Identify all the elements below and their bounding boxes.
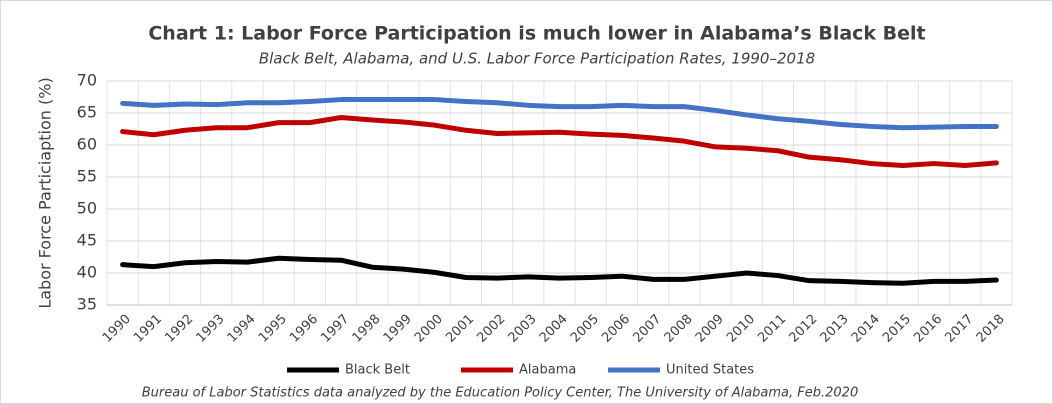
legend-label: United States [666,363,754,378]
series-line [120,97,999,131]
y-axis-label: Labor Force Particiaption (%) [36,77,55,308]
series-line [120,114,999,168]
legend-label: Black Belt [345,363,410,378]
series-line [120,255,999,286]
y-tick-label: 70 [77,71,97,90]
y-tick-label: 45 [77,231,97,250]
y-tick-label: 65 [77,103,97,122]
y-tick-label: 40 [77,263,97,282]
y-tick-label: 50 [77,199,97,218]
legend-label: Alabama [519,363,576,378]
source-note: Bureau of Labor Statistics data analyzed… [142,386,858,401]
chart-title: Chart 1: Labor Force Participation is mu… [148,23,925,45]
y-tick-label: 55 [77,167,97,186]
chart-subtitle: Black Belt, Alabama, and U.S. Labor Forc… [259,50,815,68]
y-tick-label: 35 [77,295,97,314]
y-tick-label: 60 [77,135,97,154]
